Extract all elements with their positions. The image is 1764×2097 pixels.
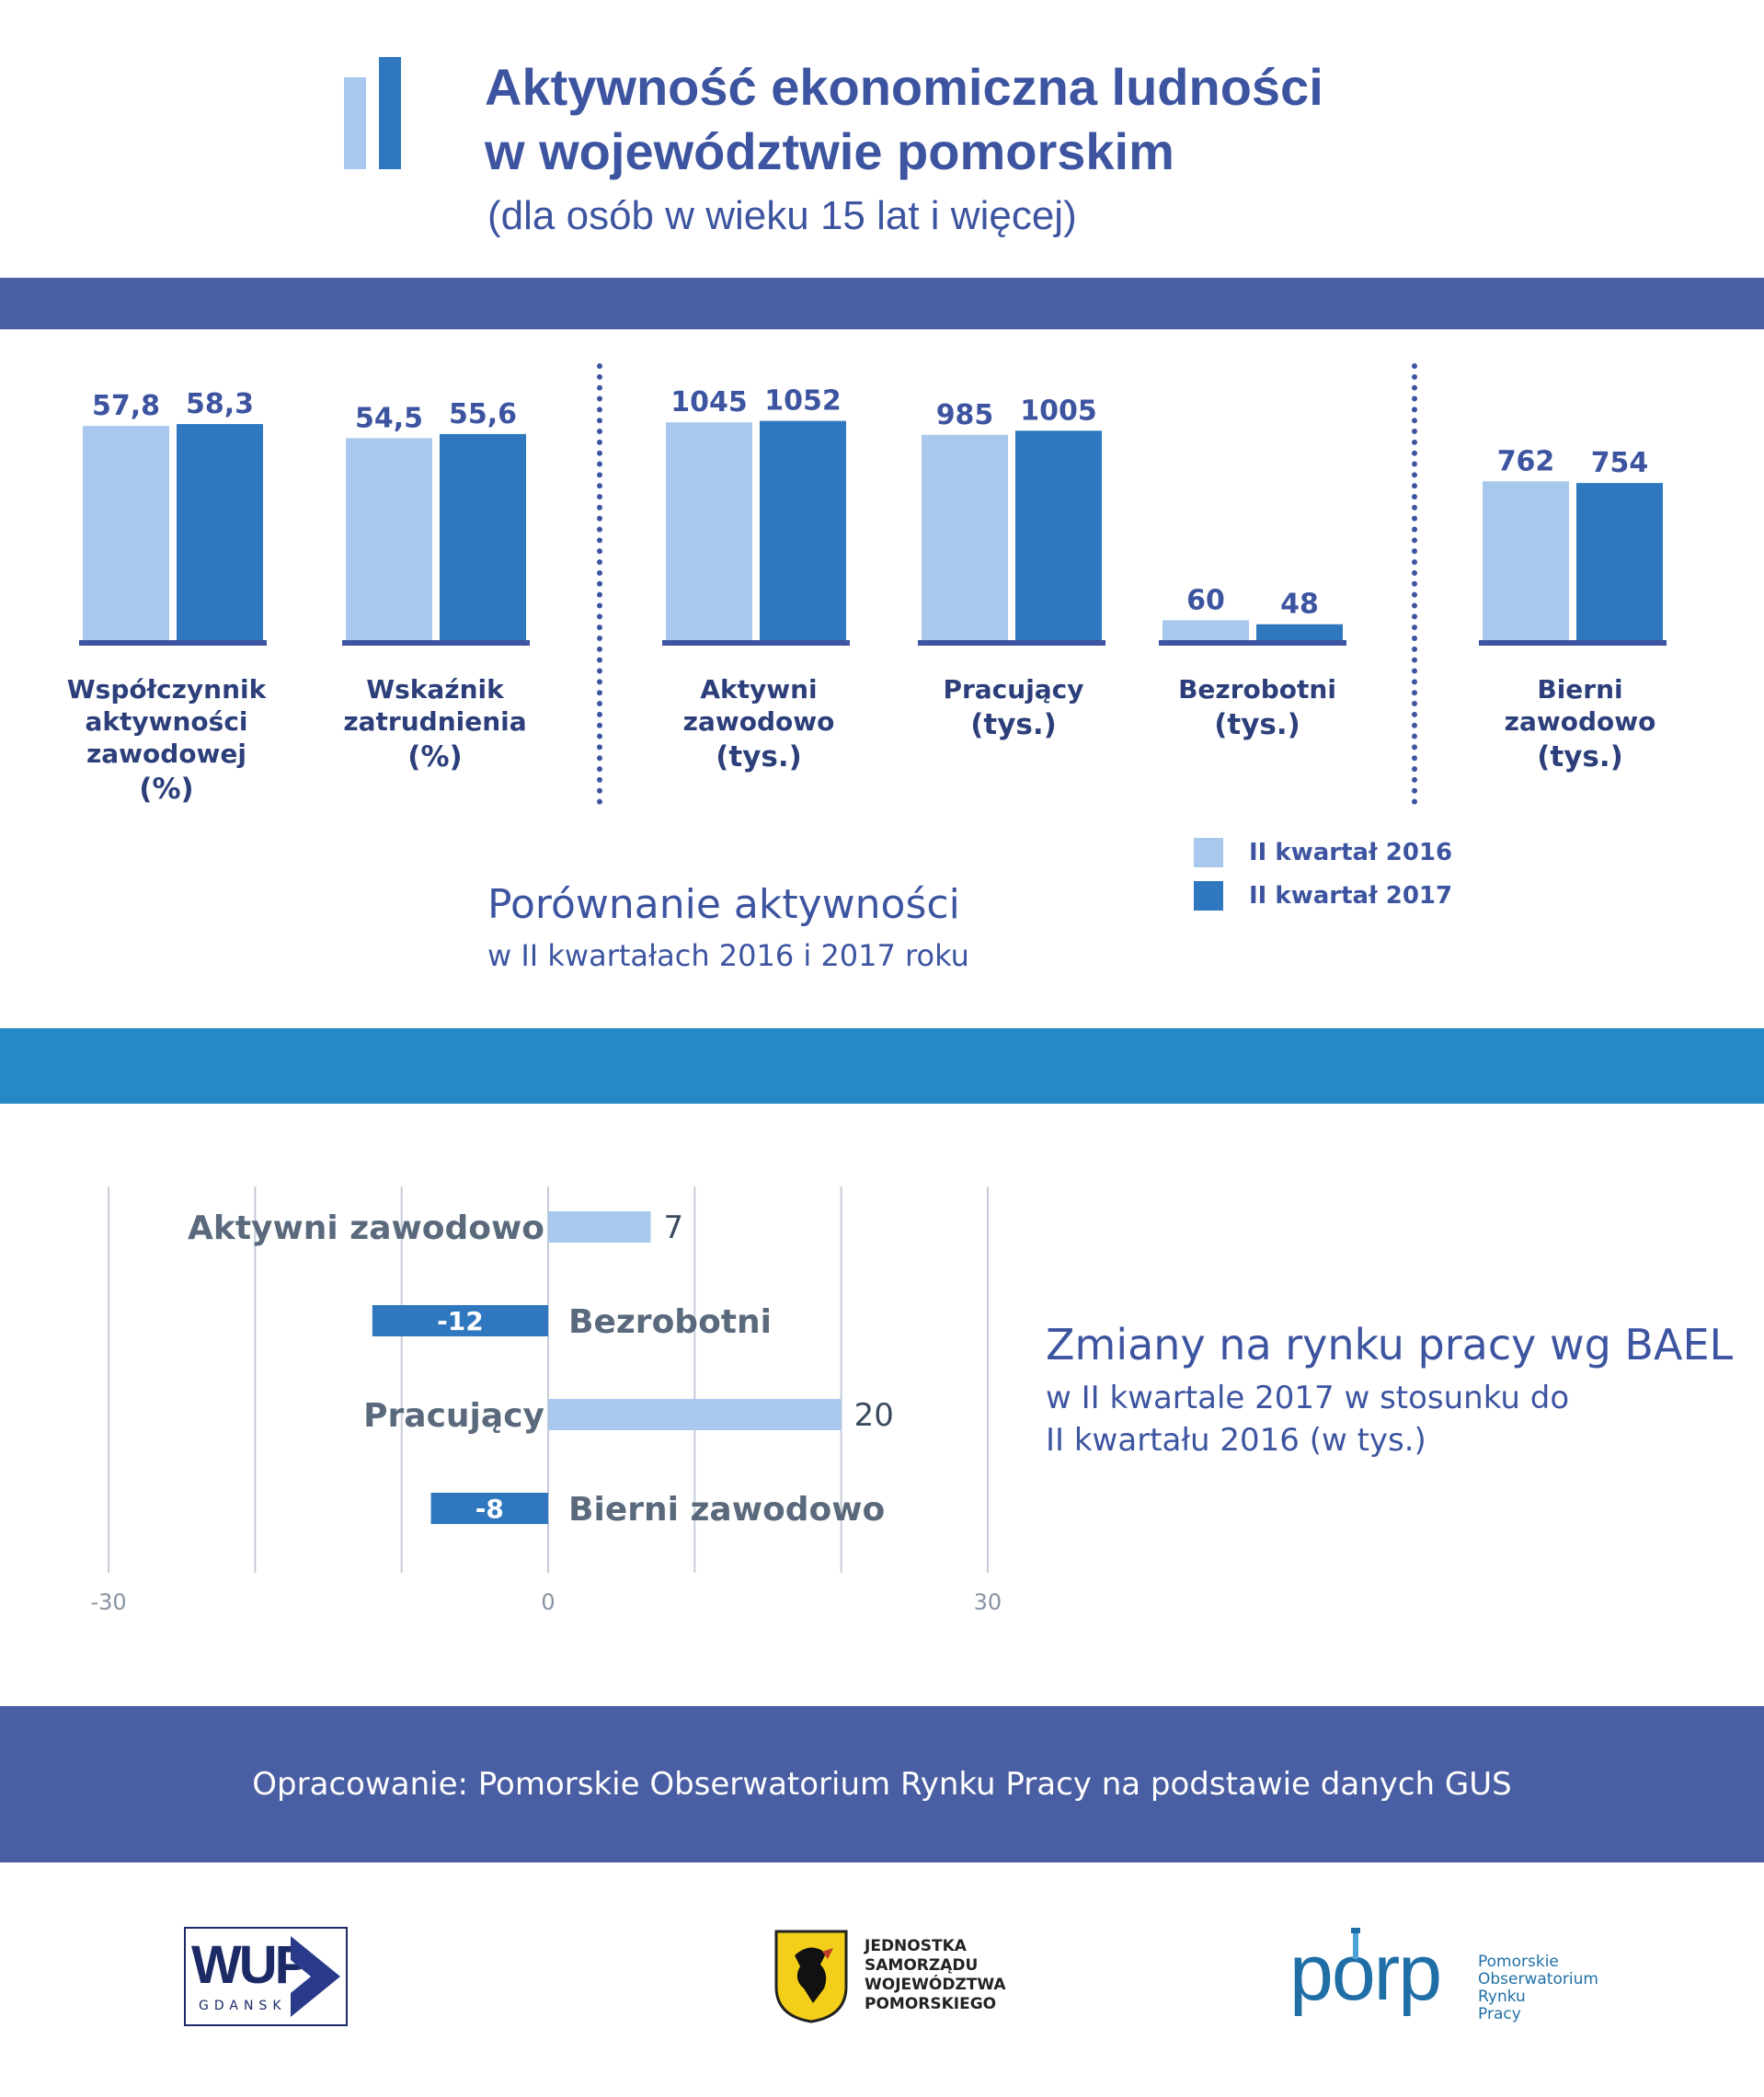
- change-value-label: -12: [437, 1306, 484, 1336]
- separator-right: [1412, 363, 1417, 805]
- title-icon: [344, 77, 366, 169]
- page-title-line2: w województwie pomorskim: [485, 122, 1174, 180]
- group-baseline: [918, 640, 1105, 646]
- legend-swatch-2017: [1194, 881, 1223, 911]
- group-baseline: [662, 640, 850, 646]
- group-baseline: [1159, 640, 1346, 646]
- data-label-2016: 985: [936, 399, 994, 431]
- data-label-2016: 1045: [670, 386, 748, 418]
- data-label-2016: 57,8: [92, 390, 160, 422]
- changes-title: Zmiany na rynku pracy wg BAEL: [1046, 1320, 1734, 1369]
- group-label-aktywnosc: Współczynnik aktywności zawodowej (%): [66, 674, 267, 806]
- porp-logo-text: Pomorskie Obserwatorium Rynku Pracy: [1478, 1953, 1598, 2023]
- bar-2016: [1163, 620, 1249, 640]
- change-bar: [548, 1211, 651, 1243]
- data-label-2016: 54,5: [355, 402, 423, 434]
- tick-label: 0: [541, 1589, 555, 1615]
- header-band: [0, 278, 1764, 329]
- divider-band: [0, 1028, 1764, 1104]
- group-baseline: [79, 640, 267, 646]
- change-bar: [548, 1399, 842, 1430]
- bar-2016: [922, 434, 1008, 640]
- bar-2016: [666, 422, 752, 640]
- group-baseline: [1479, 640, 1667, 646]
- change-value-label: 20: [854, 1397, 894, 1434]
- wup-logo-subtext: GDANSK: [199, 1999, 287, 2013]
- legend-label-2016: II kwartał 2016: [1249, 839, 1453, 866]
- data-label-2017: 1052: [764, 385, 842, 418]
- bar-2017: [177, 424, 263, 640]
- bar-2017: [1015, 430, 1102, 640]
- data-label-2017: 1005: [1020, 395, 1097, 427]
- changes-subtitle-line1: w II kwartale 2017 w stosunku do: [1046, 1380, 1570, 1416]
- data-label-2017: 58,3: [186, 388, 254, 420]
- bar-2016: [346, 438, 432, 640]
- legend-swatch-2016: [1194, 838, 1223, 867]
- change-category-label: Bezrobotni: [568, 1303, 772, 1341]
- data-label-2017: 754: [1591, 447, 1649, 479]
- bar-2016: [1483, 481, 1569, 640]
- tick-label: -30: [90, 1589, 126, 1615]
- change-value-label: -8: [475, 1494, 504, 1524]
- bar-2016: [83, 426, 169, 640]
- change-category-label: Bierni zawodowo: [568, 1491, 885, 1529]
- separator-left: [597, 363, 602, 805]
- page-title-line1: Aktywność ekonomiczna ludności: [485, 58, 1323, 116]
- porp-logo-mark: porp: [1289, 1929, 1442, 2017]
- footer-source: Opracowanie: Pomorskie Obserwatorium Ryn…: [252, 1766, 1512, 1803]
- group-label-bezrobotni: Bezrobotni (tys.): [1178, 674, 1336, 741]
- group-baseline: [342, 640, 530, 646]
- change-bar: [430, 1493, 548, 1524]
- wup-logo-text: WUP: [191, 1935, 310, 1995]
- porp-logo: porp: [1289, 1928, 1442, 2017]
- changes-subtitle-line2: II kwartału 2016 (w tys.): [1046, 1422, 1426, 1459]
- bar-2017: [1576, 483, 1663, 640]
- data-label-2017: 48: [1280, 589, 1319, 621]
- page-subtitle: (dla osób w wieku 15 lat i więcej): [487, 193, 1077, 238]
- data-label-2016: 762: [1497, 445, 1555, 477]
- change-bar-chart: -30 0 30 7 Aktywni zawodowo -12 Bezrobotni 20 Pr…: [90, 1186, 1002, 1615]
- tick-label: 30: [974, 1589, 1002, 1615]
- comparison-bar-chart: 57,8 58,3 54,5 55,6 1045 1052 985 1005 60 48 762 75…: [79, 385, 1667, 646]
- change-category-label: Pracujący: [363, 1397, 544, 1435]
- group-label-aktywni: Aktywni zawodowo (tys.): [682, 674, 835, 773]
- group-label-bierni: Bierni zawodowo (tys.): [1504, 674, 1656, 773]
- lighthouse-icon: [1351, 1928, 1360, 1959]
- footer-band: [0, 1706, 1764, 1862]
- change-bar: [372, 1305, 548, 1336]
- data-label-2017: 55,6: [449, 398, 517, 430]
- data-label-2016: 60: [1186, 584, 1225, 616]
- group-label-pracujacy: Pracujący (tys.): [943, 674, 1084, 741]
- bar-2017: [440, 433, 526, 640]
- legend-label-2017: II kwartał 2017: [1249, 882, 1453, 910]
- group-label-zatrudnienie: Wskaźnik zatrudnienia (%): [343, 674, 527, 773]
- title-icon-dark: [379, 57, 401, 169]
- bar-2017: [1256, 624, 1343, 640]
- wup-arrow-icon: [291, 1936, 340, 2017]
- comparison-title: Porównanie aktywności: [487, 881, 960, 928]
- change-value-label: 7: [664, 1209, 684, 1246]
- comparison-subtitle: w II kwartałach 2016 i 2017 roku: [487, 938, 969, 973]
- wup-logo: WUP GDANSK: [184, 1927, 348, 2026]
- samorzad-logo-text: JEDNOSTKA SAMORZĄDU WOJEWÓDZTWA POMORSKI…: [865, 1937, 1006, 2013]
- change-category-label: Aktywni zawodowo: [188, 1209, 544, 1247]
- bar-2017: [760, 420, 846, 640]
- pomorskie-coat-of-arms-icon: [774, 1930, 848, 2023]
